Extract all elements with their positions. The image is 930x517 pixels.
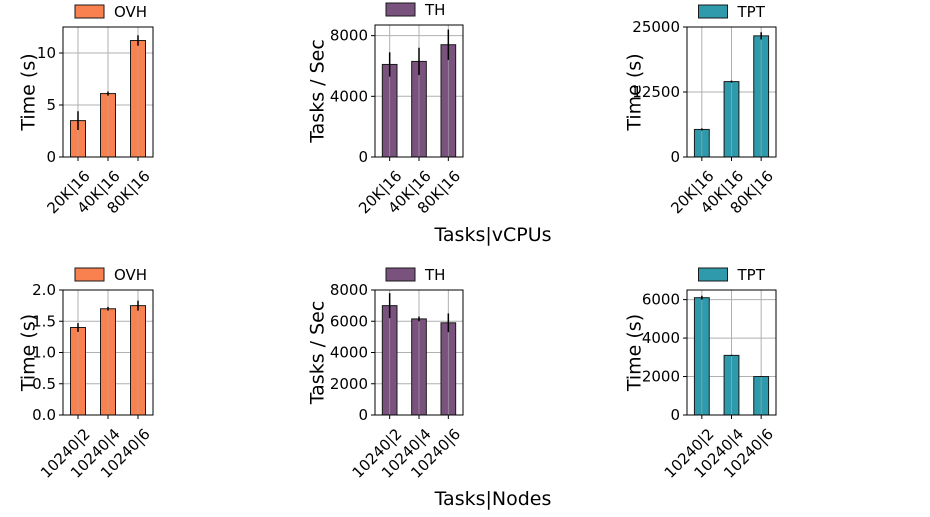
y-tick-label: 0 — [670, 406, 680, 424]
y-tick-label: 6000 — [330, 312, 368, 330]
y-tick-label: 0.5 — [32, 375, 56, 393]
legend-swatch — [385, 267, 416, 282]
y-tick-label: 0 — [358, 406, 368, 424]
y-tick-label: 1.5 — [32, 312, 56, 330]
legend-label: TH — [424, 1, 445, 19]
y-axis-label: Tasks / Sec — [307, 301, 329, 406]
y-axis-label: Tasks / Sec — [307, 39, 329, 144]
plot-frame — [374, 24, 464, 158]
legend-label: TPT — [737, 3, 766, 21]
y-tick-label: 0 — [670, 148, 680, 166]
legend-label: OVH — [114, 3, 147, 21]
y-axis-label: Time (s) — [624, 53, 646, 131]
legend-swatch — [385, 2, 416, 17]
legend-label: OVH — [114, 266, 147, 284]
plot-frame — [62, 26, 154, 158]
row1-xlabel: Tasks|vCPUs — [433, 224, 551, 246]
y-tick-label: 8000 — [330, 281, 368, 299]
row2-xlabel: Tasks|Nodes — [434, 488, 552, 510]
y-tick-label: 2.0 — [32, 281, 56, 299]
y-axis-label: Time (s) — [624, 314, 646, 392]
y-tick-label: 0 — [46, 148, 56, 166]
y-tick-label: 4000 — [330, 87, 368, 105]
legend-swatch — [74, 4, 105, 19]
legend-label: TPT — [737, 266, 766, 284]
y-tick-label: 1.0 — [32, 344, 56, 362]
plot-frame — [686, 289, 777, 416]
legend-swatch — [698, 267, 728, 282]
chart-4: 0.00.51.01.52.010240|210240|410240|6Time… — [18, 266, 154, 482]
plot-frame — [686, 26, 777, 158]
y-tick-label: 25000 — [632, 18, 680, 36]
y-tick-label: 10 — [37, 44, 56, 62]
legend-swatch — [74, 267, 105, 282]
y-tick-label: 6000 — [642, 291, 680, 309]
y-tick-label: 5 — [46, 96, 56, 114]
y-tick-label: 0 — [358, 148, 368, 166]
y-axis-label: Time (s) — [18, 314, 40, 392]
chart-5: 0200040006000800010240|210240|410240|6Ta… — [307, 266, 465, 482]
y-axis-label: Time (s) — [18, 53, 40, 131]
y-tick-label: 2000 — [642, 368, 680, 386]
y-tick-label: 0.0 — [32, 406, 56, 424]
y-tick-label: 4000 — [642, 329, 680, 347]
y-tick-label: 4000 — [330, 344, 368, 362]
y-tick-label: 12500 — [632, 83, 680, 101]
y-tick-label: 8000 — [330, 27, 368, 45]
legend-label: TH — [424, 266, 445, 284]
plot-frame — [62, 289, 154, 416]
plot-frame — [374, 289, 464, 416]
legend-swatch — [698, 4, 728, 19]
y-tick-label: 2000 — [330, 375, 368, 393]
